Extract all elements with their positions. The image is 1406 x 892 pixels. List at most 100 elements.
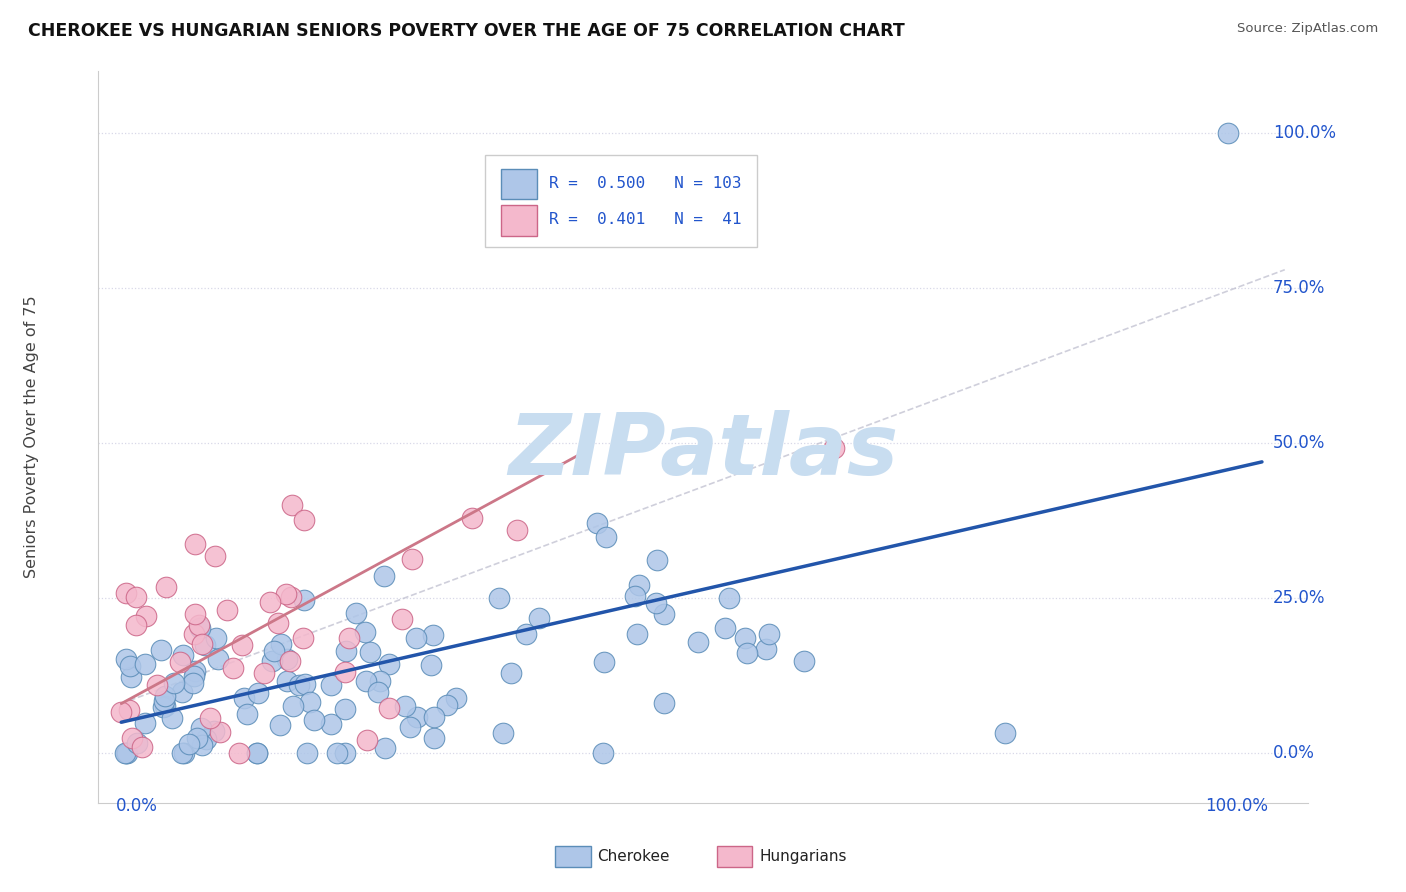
Point xyxy=(423,710,446,724)
Point xyxy=(120,669,142,683)
Point xyxy=(155,580,177,594)
Point xyxy=(110,705,132,719)
Point xyxy=(198,711,221,725)
Text: Cherokee: Cherokee xyxy=(598,849,671,863)
Point xyxy=(124,617,146,632)
Point xyxy=(333,665,356,679)
Point xyxy=(134,657,156,671)
Point xyxy=(135,609,157,624)
Point xyxy=(186,731,208,745)
Point xyxy=(344,606,367,620)
Point xyxy=(292,593,315,607)
Point xyxy=(624,589,647,603)
Point xyxy=(188,617,211,632)
Point xyxy=(280,590,302,604)
Point xyxy=(172,685,194,699)
Point xyxy=(121,731,143,745)
Point xyxy=(354,624,377,639)
Point xyxy=(592,656,614,670)
Point xyxy=(259,595,281,609)
Text: Seniors Poverty Over the Age of 75: Seniors Poverty Over the Age of 75 xyxy=(24,296,39,578)
Point xyxy=(172,648,194,662)
Point xyxy=(253,665,276,680)
Point xyxy=(297,746,319,760)
Point xyxy=(276,674,298,689)
Point xyxy=(499,665,522,680)
Point xyxy=(115,652,138,666)
Point xyxy=(160,710,183,724)
Point xyxy=(291,631,314,645)
Point xyxy=(181,676,204,690)
Point xyxy=(793,654,815,668)
Point xyxy=(179,737,201,751)
Point xyxy=(423,731,446,746)
Point xyxy=(735,646,758,660)
Point xyxy=(326,746,349,760)
Point xyxy=(173,746,195,760)
Point xyxy=(422,628,444,642)
Point xyxy=(444,690,467,705)
Point xyxy=(356,732,378,747)
Point xyxy=(288,677,311,691)
Point xyxy=(194,638,217,652)
Point xyxy=(506,523,529,537)
Point xyxy=(246,746,269,760)
Point xyxy=(823,441,845,455)
Point xyxy=(114,746,136,760)
Point xyxy=(208,724,231,739)
Point xyxy=(321,716,343,731)
Point xyxy=(120,658,142,673)
Point xyxy=(115,746,138,760)
Point xyxy=(246,686,269,700)
Point xyxy=(359,645,381,659)
FancyBboxPatch shape xyxy=(485,155,758,247)
Point xyxy=(644,596,666,610)
Point xyxy=(374,741,396,756)
Point xyxy=(419,658,441,673)
Text: ZIPatlas: ZIPatlas xyxy=(508,410,898,493)
Point xyxy=(188,621,211,635)
Point xyxy=(994,726,1017,740)
Text: Source: ZipAtlas.com: Source: ZipAtlas.com xyxy=(1237,22,1378,36)
Point xyxy=(405,632,427,646)
Point xyxy=(260,654,283,668)
Text: 75.0%: 75.0% xyxy=(1272,279,1326,297)
Text: R =  0.401   N =  41: R = 0.401 N = 41 xyxy=(550,212,742,227)
Point xyxy=(183,627,205,641)
Point xyxy=(236,706,259,721)
Point xyxy=(270,637,292,651)
Point xyxy=(190,637,212,651)
Point xyxy=(276,652,298,666)
Point xyxy=(337,631,360,645)
Text: 100.0%: 100.0% xyxy=(1272,124,1336,143)
Point xyxy=(276,587,298,601)
Point xyxy=(335,644,357,658)
Point xyxy=(190,739,212,753)
Point xyxy=(354,673,377,688)
Text: R =  0.500   N = 103: R = 0.500 N = 103 xyxy=(550,176,742,191)
Point xyxy=(377,657,399,672)
Point xyxy=(734,631,756,645)
FancyBboxPatch shape xyxy=(501,169,537,200)
Point xyxy=(302,713,325,727)
Text: 25.0%: 25.0% xyxy=(1272,590,1326,607)
Point xyxy=(184,607,207,621)
Point xyxy=(134,715,156,730)
Point xyxy=(169,655,191,669)
Point xyxy=(153,698,176,713)
Point xyxy=(592,746,614,760)
Point xyxy=(718,591,741,605)
Point xyxy=(401,551,423,566)
Point xyxy=(183,668,205,682)
Point xyxy=(645,553,668,567)
Point xyxy=(114,586,136,600)
Point xyxy=(391,612,413,626)
Text: CHEROKEE VS HUNGARIAN SENIORS POVERTY OVER THE AGE OF 75 CORRELATION CHART: CHEROKEE VS HUNGARIAN SENIORS POVERTY OV… xyxy=(28,22,905,40)
Point xyxy=(228,746,250,760)
Point xyxy=(163,676,186,690)
Point xyxy=(628,578,651,592)
Point xyxy=(145,678,167,692)
Point xyxy=(153,689,176,703)
Point xyxy=(281,499,304,513)
Point xyxy=(202,724,225,739)
